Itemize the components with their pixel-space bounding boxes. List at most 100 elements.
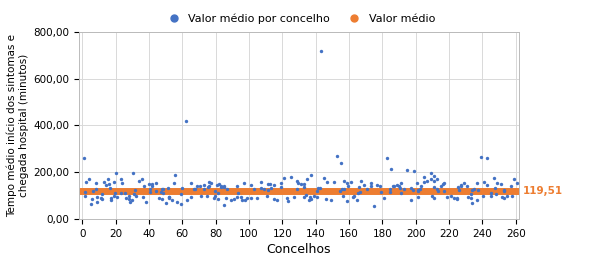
Point: [299, 195, 309, 199]
Point: [509, 177, 519, 181]
Point: [507, 194, 516, 198]
Point: [402, 168, 412, 172]
Point: [413, 189, 422, 193]
Point: [342, 199, 351, 204]
Point: [349, 194, 359, 198]
Point: [313, 195, 322, 199]
Point: [216, 184, 225, 189]
Point: [355, 190, 364, 194]
Point: [167, 198, 177, 203]
Point: [513, 181, 522, 185]
Point: [339, 187, 348, 191]
Point: [305, 195, 315, 199]
Point: [289, 195, 299, 199]
Point: [141, 200, 150, 204]
Point: [315, 186, 325, 190]
Point: [125, 200, 135, 204]
Point: [498, 195, 507, 199]
Point: [269, 183, 279, 187]
Point: [152, 189, 161, 193]
Point: [247, 195, 256, 200]
Point: [164, 196, 174, 200]
Point: [246, 183, 256, 187]
Point: [346, 180, 356, 184]
Point: [362, 187, 372, 191]
Point: [496, 182, 505, 186]
Point: [216, 185, 225, 189]
Point: [396, 191, 405, 195]
Point: [473, 188, 483, 192]
Point: [453, 185, 462, 189]
Point: [81, 194, 90, 198]
Point: [385, 187, 395, 191]
Point: [459, 181, 469, 185]
Point: [138, 195, 148, 199]
Point: [499, 196, 509, 200]
Point: [396, 181, 405, 185]
Point: [265, 181, 275, 186]
Point: [127, 198, 137, 203]
Point: [395, 186, 405, 190]
Point: [319, 176, 329, 180]
Point: [79, 156, 89, 160]
Point: [256, 180, 265, 184]
Point: [301, 193, 311, 197]
Point: [427, 177, 436, 181]
Point: [173, 200, 182, 204]
Point: [102, 177, 112, 181]
Point: [116, 177, 125, 181]
Point: [87, 202, 96, 206]
Point: [453, 197, 462, 201]
Point: [309, 194, 319, 198]
Point: [335, 188, 345, 193]
Point: [249, 187, 259, 191]
Point: [158, 187, 167, 191]
Point: [429, 196, 439, 200]
Legend: Valor médio por concelho, Valor médio: Valor médio por concelho, Valor médio: [158, 9, 440, 29]
Point: [87, 197, 97, 201]
Point: [293, 178, 302, 183]
Point: [202, 194, 212, 198]
Point: [326, 198, 336, 203]
Point: [353, 198, 362, 203]
Point: [436, 184, 445, 189]
Point: [105, 196, 115, 200]
Point: [104, 182, 114, 186]
Point: [199, 183, 209, 187]
Point: [406, 198, 416, 203]
Point: [124, 194, 134, 198]
Point: [186, 195, 196, 199]
Point: [454, 188, 464, 192]
Point: [479, 194, 488, 198]
Point: [186, 181, 196, 185]
Point: [242, 196, 252, 200]
Point: [105, 186, 115, 190]
Point: [456, 184, 466, 188]
Point: [506, 184, 516, 189]
Point: [204, 184, 214, 188]
Point: [427, 194, 437, 198]
Point: [422, 178, 432, 183]
Point: [286, 175, 296, 179]
Point: [486, 194, 496, 198]
Point: [138, 177, 147, 181]
Point: [148, 182, 158, 186]
Point: [386, 167, 396, 171]
Point: [157, 187, 167, 191]
Point: [134, 178, 144, 183]
Point: [106, 198, 116, 203]
Point: [145, 190, 155, 194]
Point: [154, 196, 164, 200]
Point: [204, 185, 213, 190]
Point: [110, 191, 119, 195]
Point: [214, 182, 224, 186]
Point: [438, 181, 448, 186]
Point: [395, 184, 404, 188]
Point: [302, 177, 312, 181]
Point: [273, 198, 282, 203]
Point: [128, 171, 138, 176]
Point: [91, 187, 101, 191]
Point: [322, 180, 332, 184]
Point: [413, 195, 423, 199]
Point: [469, 187, 479, 191]
